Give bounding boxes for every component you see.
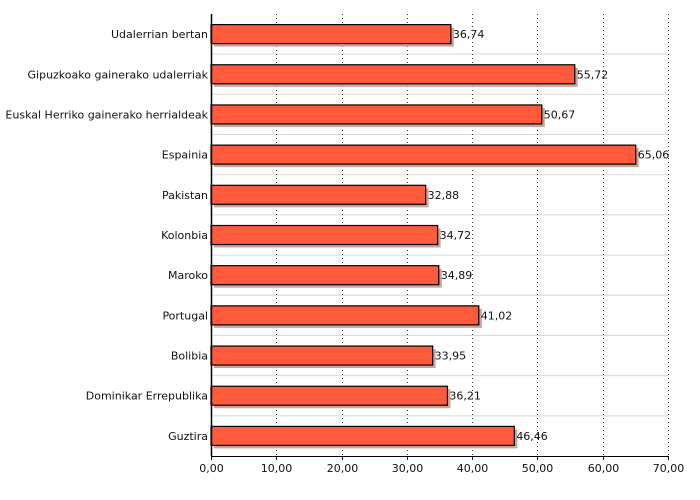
category-label: Maroko	[168, 269, 208, 282]
category-label: Portugal	[162, 309, 208, 322]
bar	[210, 144, 637, 165]
category-label: Guztira	[168, 430, 208, 443]
bar	[210, 184, 427, 205]
bar	[210, 23, 452, 45]
bar	[210, 224, 439, 246]
x-tick-label: 70,00	[653, 462, 685, 475]
x-tick-label: 50,00	[522, 462, 554, 475]
value-label: 41,02	[481, 309, 513, 322]
value-label: 36,74	[453, 28, 485, 41]
x-tick-label: 30,00	[392, 462, 424, 475]
category-label: Kolonbia	[161, 229, 208, 242]
value-label: 33,95	[435, 350, 467, 363]
value-label: 46,46	[516, 430, 548, 443]
x-tick-label: 40,00	[457, 462, 489, 475]
bar	[210, 265, 440, 286]
x-tick-label: 0,00	[199, 462, 224, 475]
value-label: 65,06	[638, 149, 670, 162]
bar	[210, 345, 434, 366]
x-tick-label: 60,00	[588, 462, 620, 475]
category-label: Espainia	[162, 149, 208, 162]
bar	[210, 104, 543, 125]
value-label: 34,89	[441, 269, 473, 282]
labels-layer: 36,74 Udalerrian bertan 55,72 Gipuzkoako ga…	[5, 28, 684, 475]
value-label: 55,72	[577, 68, 609, 81]
value-label: 36,21	[449, 390, 481, 403]
bar	[210, 425, 515, 447]
bar	[210, 385, 448, 406]
category-label: Gipuzkoako gainerako udalerriak	[28, 68, 209, 81]
category-label: Udalerrian bertan	[111, 28, 208, 41]
value-label: 32,88	[428, 189, 460, 202]
bar	[210, 305, 480, 326]
value-label: 50,67	[544, 108, 576, 121]
category-label: Dominikar Errepublika	[86, 390, 208, 403]
category-label: Pakistan	[162, 189, 208, 202]
axis-layer	[210, 14, 669, 460]
x-tick-label: 10,00	[261, 462, 293, 475]
bars-layer	[210, 23, 639, 449]
bar	[210, 64, 576, 85]
category-label: Bolibia	[171, 350, 208, 363]
category-label: Euskal Herriko gainerako herrialdeak	[5, 108, 208, 121]
value-label: 34,72	[440, 229, 472, 242]
x-tick-label: 20,00	[327, 462, 359, 475]
